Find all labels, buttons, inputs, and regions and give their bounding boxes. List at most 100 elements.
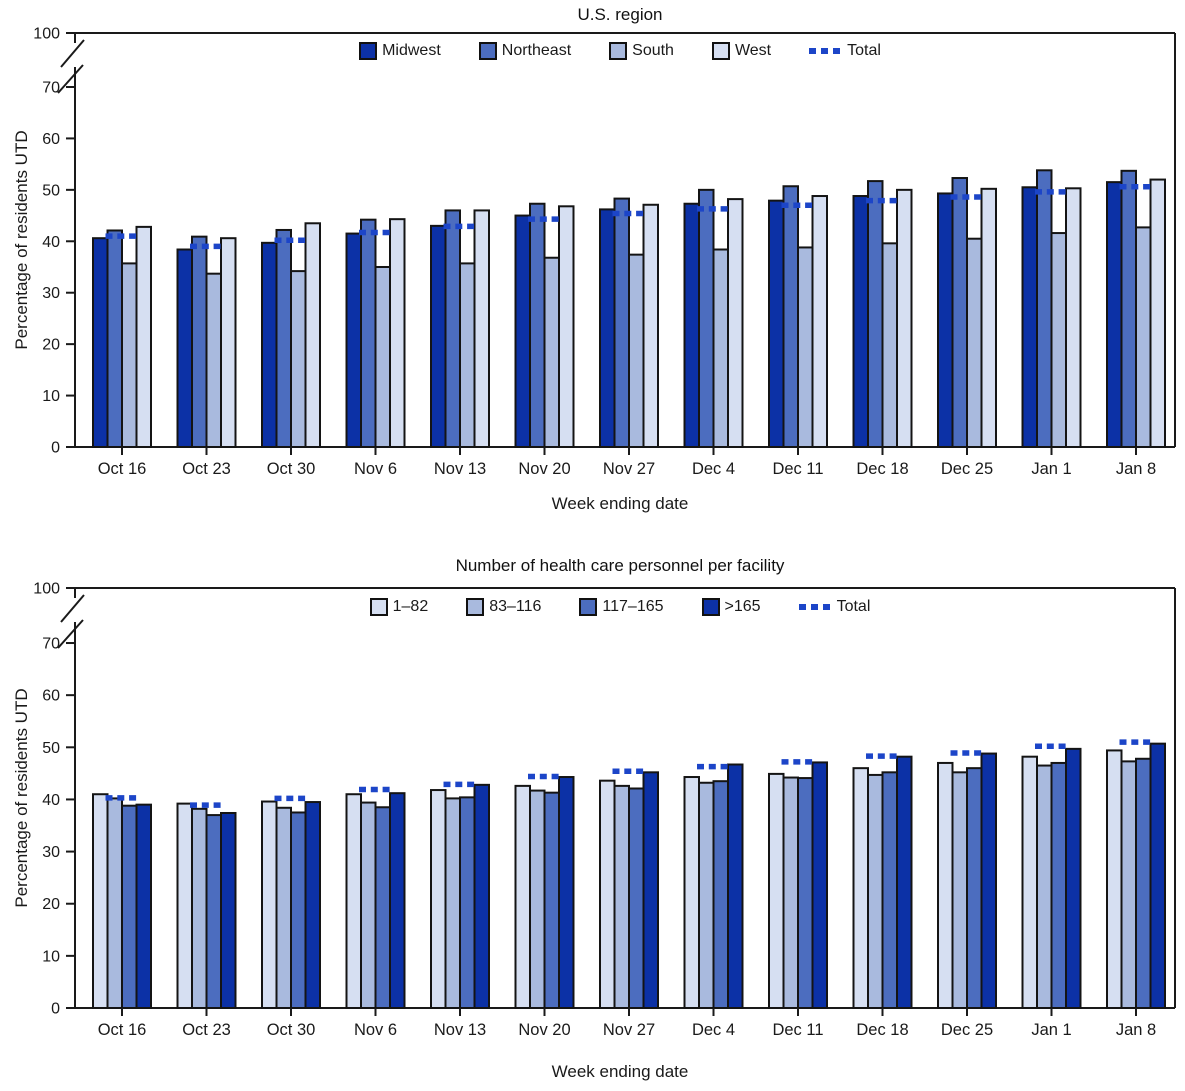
x-tick-label: Jan 1 xyxy=(1031,1021,1071,1039)
chart-canvas-us-region: 0 10 20 30 40 50 60 70 100 Oct 16 Oct 23 Oct 30 Nov … xyxy=(33,26,1176,478)
chart-title: U.S. region xyxy=(577,5,663,24)
bar-Northeast xyxy=(106,229,123,448)
bar-83–116 xyxy=(275,806,292,1010)
bar->165 xyxy=(473,783,490,1009)
x-tick-label: Jan 1 xyxy=(1031,460,1071,478)
legend: Midwest Northeast South West Total xyxy=(65,42,1175,60)
y-tick-label: 20 xyxy=(42,896,60,913)
x-tick-label: Jan 8 xyxy=(1116,460,1156,478)
bar-1–82 xyxy=(430,789,447,1009)
legend-item-gt165: >165 xyxy=(701,598,761,616)
bar-South xyxy=(543,256,560,449)
chart-title: Number of health care personnel per faci… xyxy=(455,556,785,575)
bar-83–116 xyxy=(106,797,123,1009)
y-axis-title: Percentage of residents UTD xyxy=(12,688,31,908)
y-tick-label: 30 xyxy=(42,844,60,861)
bar->165 xyxy=(220,811,237,1009)
bar-South xyxy=(459,262,476,448)
bar-West xyxy=(304,222,321,448)
axis-break-icon xyxy=(57,64,84,94)
bar-Midwest xyxy=(345,232,362,448)
bar->165 xyxy=(1149,742,1166,1009)
bar-West xyxy=(220,237,237,448)
bar-Northeast xyxy=(613,197,630,448)
bar-1–82 xyxy=(852,767,869,1009)
bar->165 xyxy=(811,761,828,1009)
y-tick-label: 70 xyxy=(42,636,60,653)
legend-label: South xyxy=(632,42,674,59)
legend-swatch-icon xyxy=(579,598,598,616)
legend-item-midwest: Midwest xyxy=(359,42,441,60)
legend-label: 83–116 xyxy=(489,598,542,615)
bar-Northeast xyxy=(782,185,799,448)
legend-label: West xyxy=(734,42,772,59)
dotted-line-icon xyxy=(798,604,830,610)
bar-83–116 xyxy=(360,801,377,1009)
y-tick-label: 0 xyxy=(51,1001,60,1018)
x-tick-label: Nov 13 xyxy=(434,1021,486,1039)
bar->165 xyxy=(558,776,575,1009)
legend-item-total: Total xyxy=(798,598,870,616)
bar->165 xyxy=(1065,747,1082,1009)
bar-Midwest xyxy=(768,199,785,448)
bar-83–116 xyxy=(529,789,546,1009)
x-tick-label: Nov 20 xyxy=(518,460,570,478)
bar-1–82 xyxy=(768,772,785,1009)
bar-117–165 xyxy=(205,814,222,1009)
bar-West xyxy=(473,209,490,448)
bar-Midwest xyxy=(937,192,954,448)
bar-South xyxy=(290,270,307,448)
legend-label: Total xyxy=(847,42,881,59)
bar-83–116 xyxy=(191,807,208,1009)
bar-1–82 xyxy=(1021,755,1038,1009)
y-tick-label: 30 xyxy=(42,285,60,302)
bar-83–116 xyxy=(867,773,884,1009)
x-tick-label: Oct 16 xyxy=(98,460,147,478)
bar->165 xyxy=(304,801,321,1009)
bar-1–82 xyxy=(683,776,700,1009)
bar-Northeast xyxy=(275,228,292,448)
legend-swatch-icon xyxy=(711,42,730,60)
x-tick-label: Dec 11 xyxy=(772,1021,823,1039)
bar-83–116 xyxy=(698,781,715,1009)
bar-Northeast xyxy=(1120,169,1137,449)
y-axis-title: Percentage of residents UTD xyxy=(12,130,31,350)
bar-83–116 xyxy=(444,797,461,1009)
bar-117–165 xyxy=(290,811,307,1009)
bar-Northeast xyxy=(444,209,461,448)
bar-83–116 xyxy=(1036,764,1053,1009)
y-tick-label: 60 xyxy=(42,131,60,148)
bar-South xyxy=(1135,226,1152,448)
bar-South xyxy=(121,262,138,448)
legend-label: 117–165 xyxy=(602,598,664,615)
bar-Northeast xyxy=(951,177,968,449)
bar-Northeast xyxy=(698,188,715,448)
bar-South xyxy=(966,237,983,448)
legend-item-south: South xyxy=(609,42,674,60)
x-tick-label: Dec 18 xyxy=(856,460,908,478)
bar-117–165 xyxy=(121,804,138,1010)
bar-117–165 xyxy=(628,787,645,1009)
x-tick-label: Nov 20 xyxy=(518,1021,570,1039)
bar-South xyxy=(1050,232,1067,448)
bar->165 xyxy=(135,803,152,1009)
bar->165 xyxy=(389,792,406,1009)
x-tick-label: Dec 4 xyxy=(692,1021,735,1039)
bar-West xyxy=(558,205,575,448)
bar-Northeast xyxy=(529,202,546,448)
legend: 1–82 83–116 117–165 >165 Total xyxy=(65,598,1175,616)
bar-Midwest xyxy=(1021,186,1038,448)
bar-117–165 xyxy=(1050,761,1067,1009)
bar-Midwest xyxy=(683,202,700,448)
bar-1–82 xyxy=(514,784,531,1009)
bar-South xyxy=(881,242,898,448)
bar-117–165 xyxy=(374,806,391,1009)
legend-label: 1–82 xyxy=(392,598,429,615)
legend-item-1-82: 1–82 xyxy=(369,598,429,616)
x-tick-label: Nov 13 xyxy=(434,460,486,478)
legend-item-northeast: Northeast xyxy=(478,42,571,60)
x-tick-label: Nov 6 xyxy=(354,460,397,478)
bar-West xyxy=(980,187,997,448)
bar-South xyxy=(712,248,729,448)
